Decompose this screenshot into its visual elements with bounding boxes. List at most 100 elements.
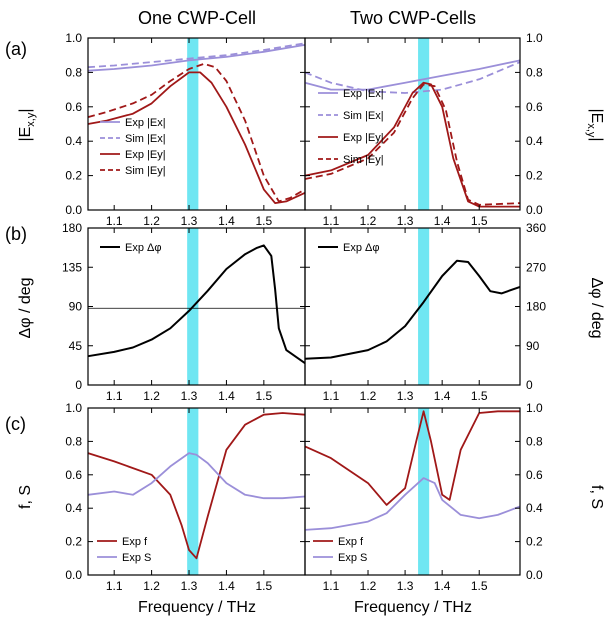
y-tick-label: 0 [75, 378, 82, 392]
series-line [87, 71, 306, 204]
plot-frame [304, 227, 521, 386]
xlabel-right: Frequency / THz [354, 599, 472, 616]
y-tick-label: 0.6 [526, 100, 543, 114]
column-title-left: One CWP-Cell [138, 8, 256, 28]
y-tick-label: 0.2 [65, 535, 82, 549]
x-tick-label: 1.1 [106, 579, 123, 593]
y-tick-label: 360 [526, 221, 546, 235]
highlight-band [418, 408, 430, 575]
y-tick-label: 1.0 [526, 401, 543, 415]
y-tick-label: 0.0 [526, 568, 543, 582]
y-tick-label: 0.4 [65, 134, 82, 148]
xlabel-left: Frequency / THz [138, 599, 256, 616]
panel-label-b: (b) [5, 224, 27, 244]
column-title-right: Two CWP-Cells [350, 8, 476, 28]
y-tick-label: 180 [526, 300, 546, 314]
ylabel-b-left: Δφ / deg [17, 277, 34, 338]
legend-entry: Exp Δφ [343, 242, 380, 254]
plots: 1.1 1.2 1.3 1.4 1.5 0.0 0.2 0.4 0.6 0.8 1.0 Exp |Ex… [62, 31, 546, 593]
y-tick-label: 1.0 [526, 31, 543, 45]
ylabel-b-right: Δφ / deg [588, 277, 605, 338]
y-tick-label: 0.0 [65, 568, 82, 582]
highlight-band [187, 38, 199, 210]
y-tick-label: 0.6 [526, 468, 543, 482]
y-tick-label: 0.8 [65, 65, 82, 79]
legend-entry: Exp |Ey| [343, 132, 384, 144]
x-tick-label: 1.5 [256, 579, 273, 593]
legend-entry: Exp |Ey| [125, 149, 166, 161]
ylabel-a-left: |Ex,y| [17, 108, 37, 141]
x-tick-label: 1.4 [434, 579, 451, 593]
legend-entry: Exp S [338, 552, 367, 564]
legend-entry: Exp |Ex| [125, 117, 166, 129]
y-tick-label: 0.2 [526, 535, 543, 549]
y-tick-label: 270 [526, 260, 546, 274]
legend-entry: Exp S [122, 552, 151, 564]
y-tick-label: 1.0 [65, 31, 82, 45]
legend-entry: Sim |Ex| [125, 133, 166, 145]
x-tick-label: 1.4 [218, 389, 235, 403]
ylabel-c-left: f, S [17, 485, 34, 509]
panel-a-left: 1.1 1.2 1.3 1.4 1.5 0.0 0.2 0.4 0.6 0.8 1.0 Exp |Ex… [65, 31, 306, 228]
x-tick-label: 1.3 [181, 214, 198, 228]
y-tick-label: 90 [526, 339, 540, 353]
y-tick-label: 0 [526, 378, 533, 392]
y-tick-label: 0.2 [65, 169, 82, 183]
x-tick-label: 1.2 [360, 214, 377, 228]
static-labels: One CWP-Cell Two CWP-Cells (a) (b) (c) |… [5, 8, 605, 616]
y-tick-label: 1.0 [65, 401, 82, 415]
panel-c-right: 1.1 1.2 1.3 1.4 1.5 0.0 0.2 0.4 0.6 0.8 1.0 Exp f Ex… [304, 401, 543, 593]
series-line [87, 244, 306, 365]
panel-b-right: 1.1 1.2 1.3 1.4 1.5 0 90 180 270 360 Exp Δφ [304, 221, 546, 403]
y-tick-label: 0.6 [65, 468, 82, 482]
y-tick-label: 0.8 [526, 65, 543, 79]
x-tick-label: 1.1 [323, 389, 340, 403]
x-tick-label: 1.4 [218, 214, 235, 228]
x-tick-label: 1.2 [143, 579, 160, 593]
x-tick-label: 1.5 [256, 214, 273, 228]
series-line [87, 412, 306, 560]
legend-entry: Sim |Ex| [343, 110, 384, 122]
y-tick-label: 135 [62, 260, 82, 274]
y-tick-label: 45 [69, 339, 83, 353]
y-tick-label: 180 [62, 221, 82, 235]
x-tick-label: 1.5 [471, 389, 488, 403]
series-line [304, 83, 521, 206]
y-tick-label: 0.8 [65, 434, 82, 448]
x-tick-label: 1.3 [397, 579, 414, 593]
x-tick-label: 1.4 [434, 214, 451, 228]
panel-a-right: 1.1 1.2 1.3 1.4 1.5 0.0 0.2 0.4 0.6 0.8 1.0 Exp |Ex… [304, 31, 543, 228]
y-tick-label: 90 [69, 300, 83, 314]
legend-entry: Sim |Ey| [125, 165, 166, 177]
legend-entry: Exp f [338, 536, 364, 548]
y-tick-label: 0.0 [526, 203, 543, 217]
x-tick-label: 1.2 [143, 214, 160, 228]
x-tick-label: 1.5 [471, 579, 488, 593]
y-tick-label: 0.6 [65, 100, 82, 114]
x-tick-label: 1.4 [434, 389, 451, 403]
x-tick-label: 1.2 [143, 389, 160, 403]
series-line [87, 62, 306, 203]
x-tick-label: 1.1 [106, 389, 123, 403]
panel-b-left: 1.1 1.2 1.3 1.4 1.5 0 45 90 135 180 Exp Δφ [62, 221, 306, 403]
x-tick-label: 1.3 [397, 389, 414, 403]
x-tick-label: 1.1 [323, 214, 340, 228]
y-tick-label: 0.4 [526, 134, 543, 148]
series-line [304, 259, 521, 360]
legend-entry: Sim |Ey| [343, 154, 384, 166]
series-line [304, 477, 521, 531]
series-line [87, 452, 306, 500]
y-tick-label: 0.8 [526, 434, 543, 448]
x-tick-label: 1.3 [397, 214, 414, 228]
legend-entry: Exp f [122, 536, 148, 548]
x-tick-label: 1.2 [360, 389, 377, 403]
x-tick-label: 1.3 [181, 579, 198, 593]
x-tick-label: 1.1 [106, 214, 123, 228]
y-tick-label: 0.0 [65, 203, 82, 217]
series-line [304, 61, 521, 94]
x-tick-label: 1.4 [218, 579, 235, 593]
x-tick-label: 1.5 [471, 214, 488, 228]
series-line [304, 59, 521, 91]
series-line [304, 410, 520, 506]
